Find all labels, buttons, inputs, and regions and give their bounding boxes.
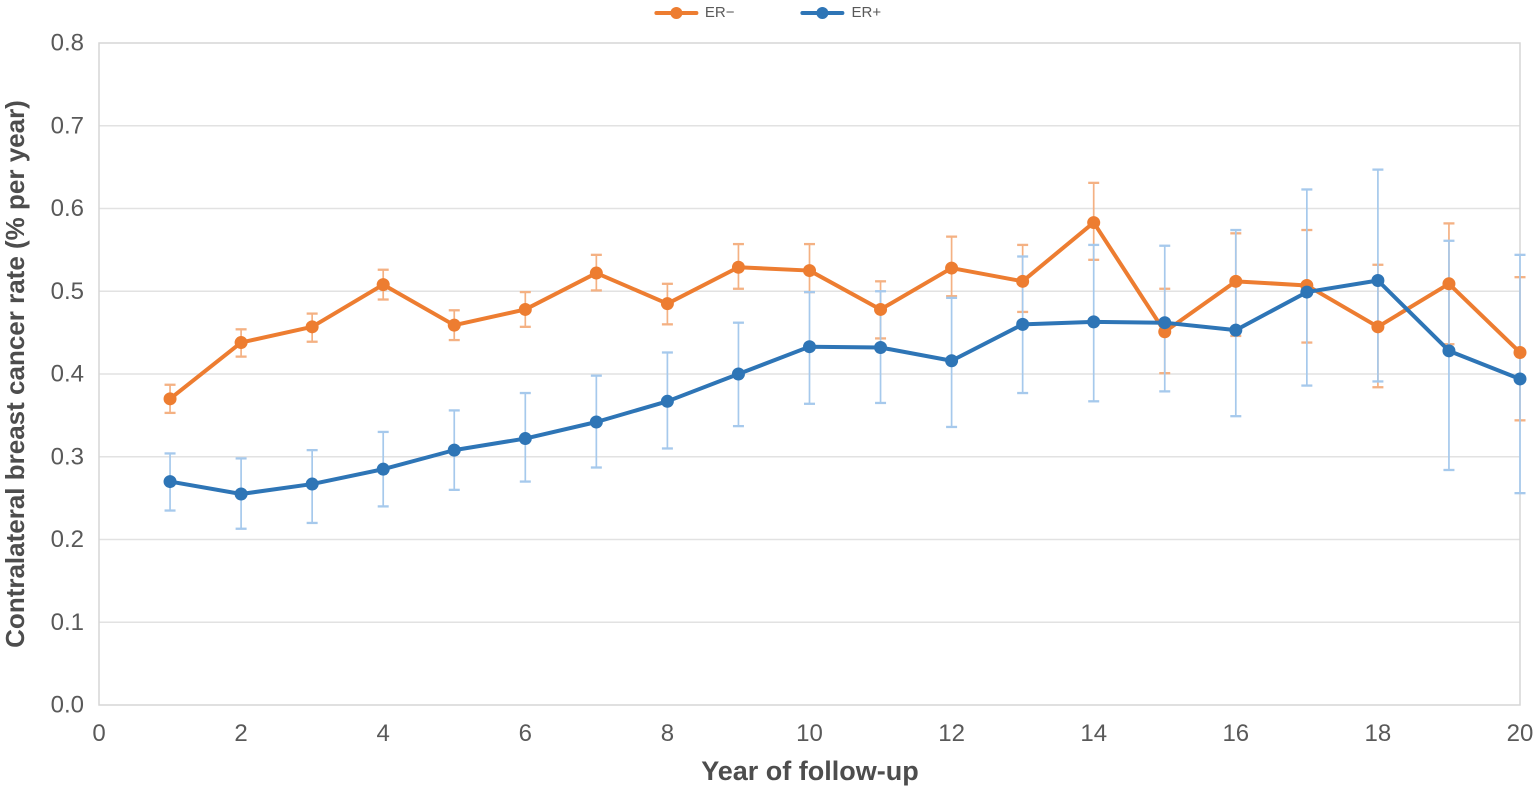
er-pos-line-marker-icon [800,7,845,19]
svg-text:2: 2 [234,720,247,747]
legend: ER− ER+ [653,3,882,23]
svg-text:8: 8 [661,720,674,747]
tick-labels: 0.0 0.1 0.2 0.3 0.4 0.5 0.6 0.7 0.8 0 2 4 6 8 10 12 14 16… [51,30,1534,748]
er-neg-dot-marker-icon [669,7,682,19]
svg-text:0.7: 0.7 [51,112,84,139]
er-pos-dot-marker-icon [816,7,829,19]
svg-text:0.1: 0.1 [51,609,84,636]
svg-text:20: 20 [1507,720,1534,747]
svg-text:10: 10 [796,720,823,747]
svg-text:0.0: 0.0 [51,692,84,719]
legend-label-er-pos: ER+ [851,4,882,21]
x-axis-title: Year of follow-up [701,756,919,786]
svg-text:0.2: 0.2 [51,526,84,553]
svg-text:14: 14 [1080,720,1107,747]
svg-text:0.4: 0.4 [51,361,84,388]
svg-text:6: 6 [519,720,532,747]
series-lines [163,216,1527,501]
svg-text:0.8: 0.8 [51,30,84,57]
svg-text:12: 12 [938,720,965,747]
svg-text:0.6: 0.6 [51,195,84,222]
error-bars [164,168,1526,530]
er-neg-line-marker-icon [653,7,698,19]
svg-text:0: 0 [92,720,105,747]
legend-item-er-pos: ER+ [800,3,882,23]
legend-item-er-neg: ER− [653,3,735,23]
svg-text:18: 18 [1365,720,1392,747]
svg-text:0.3: 0.3 [51,443,84,470]
legend-label-er-neg: ER− [704,4,735,21]
svg-text:16: 16 [1222,720,1249,747]
svg-text:0.5: 0.5 [51,278,84,305]
y-axis-title: Contralateral breast cancer rate (% per … [0,100,30,648]
svg-text:4: 4 [377,720,390,747]
